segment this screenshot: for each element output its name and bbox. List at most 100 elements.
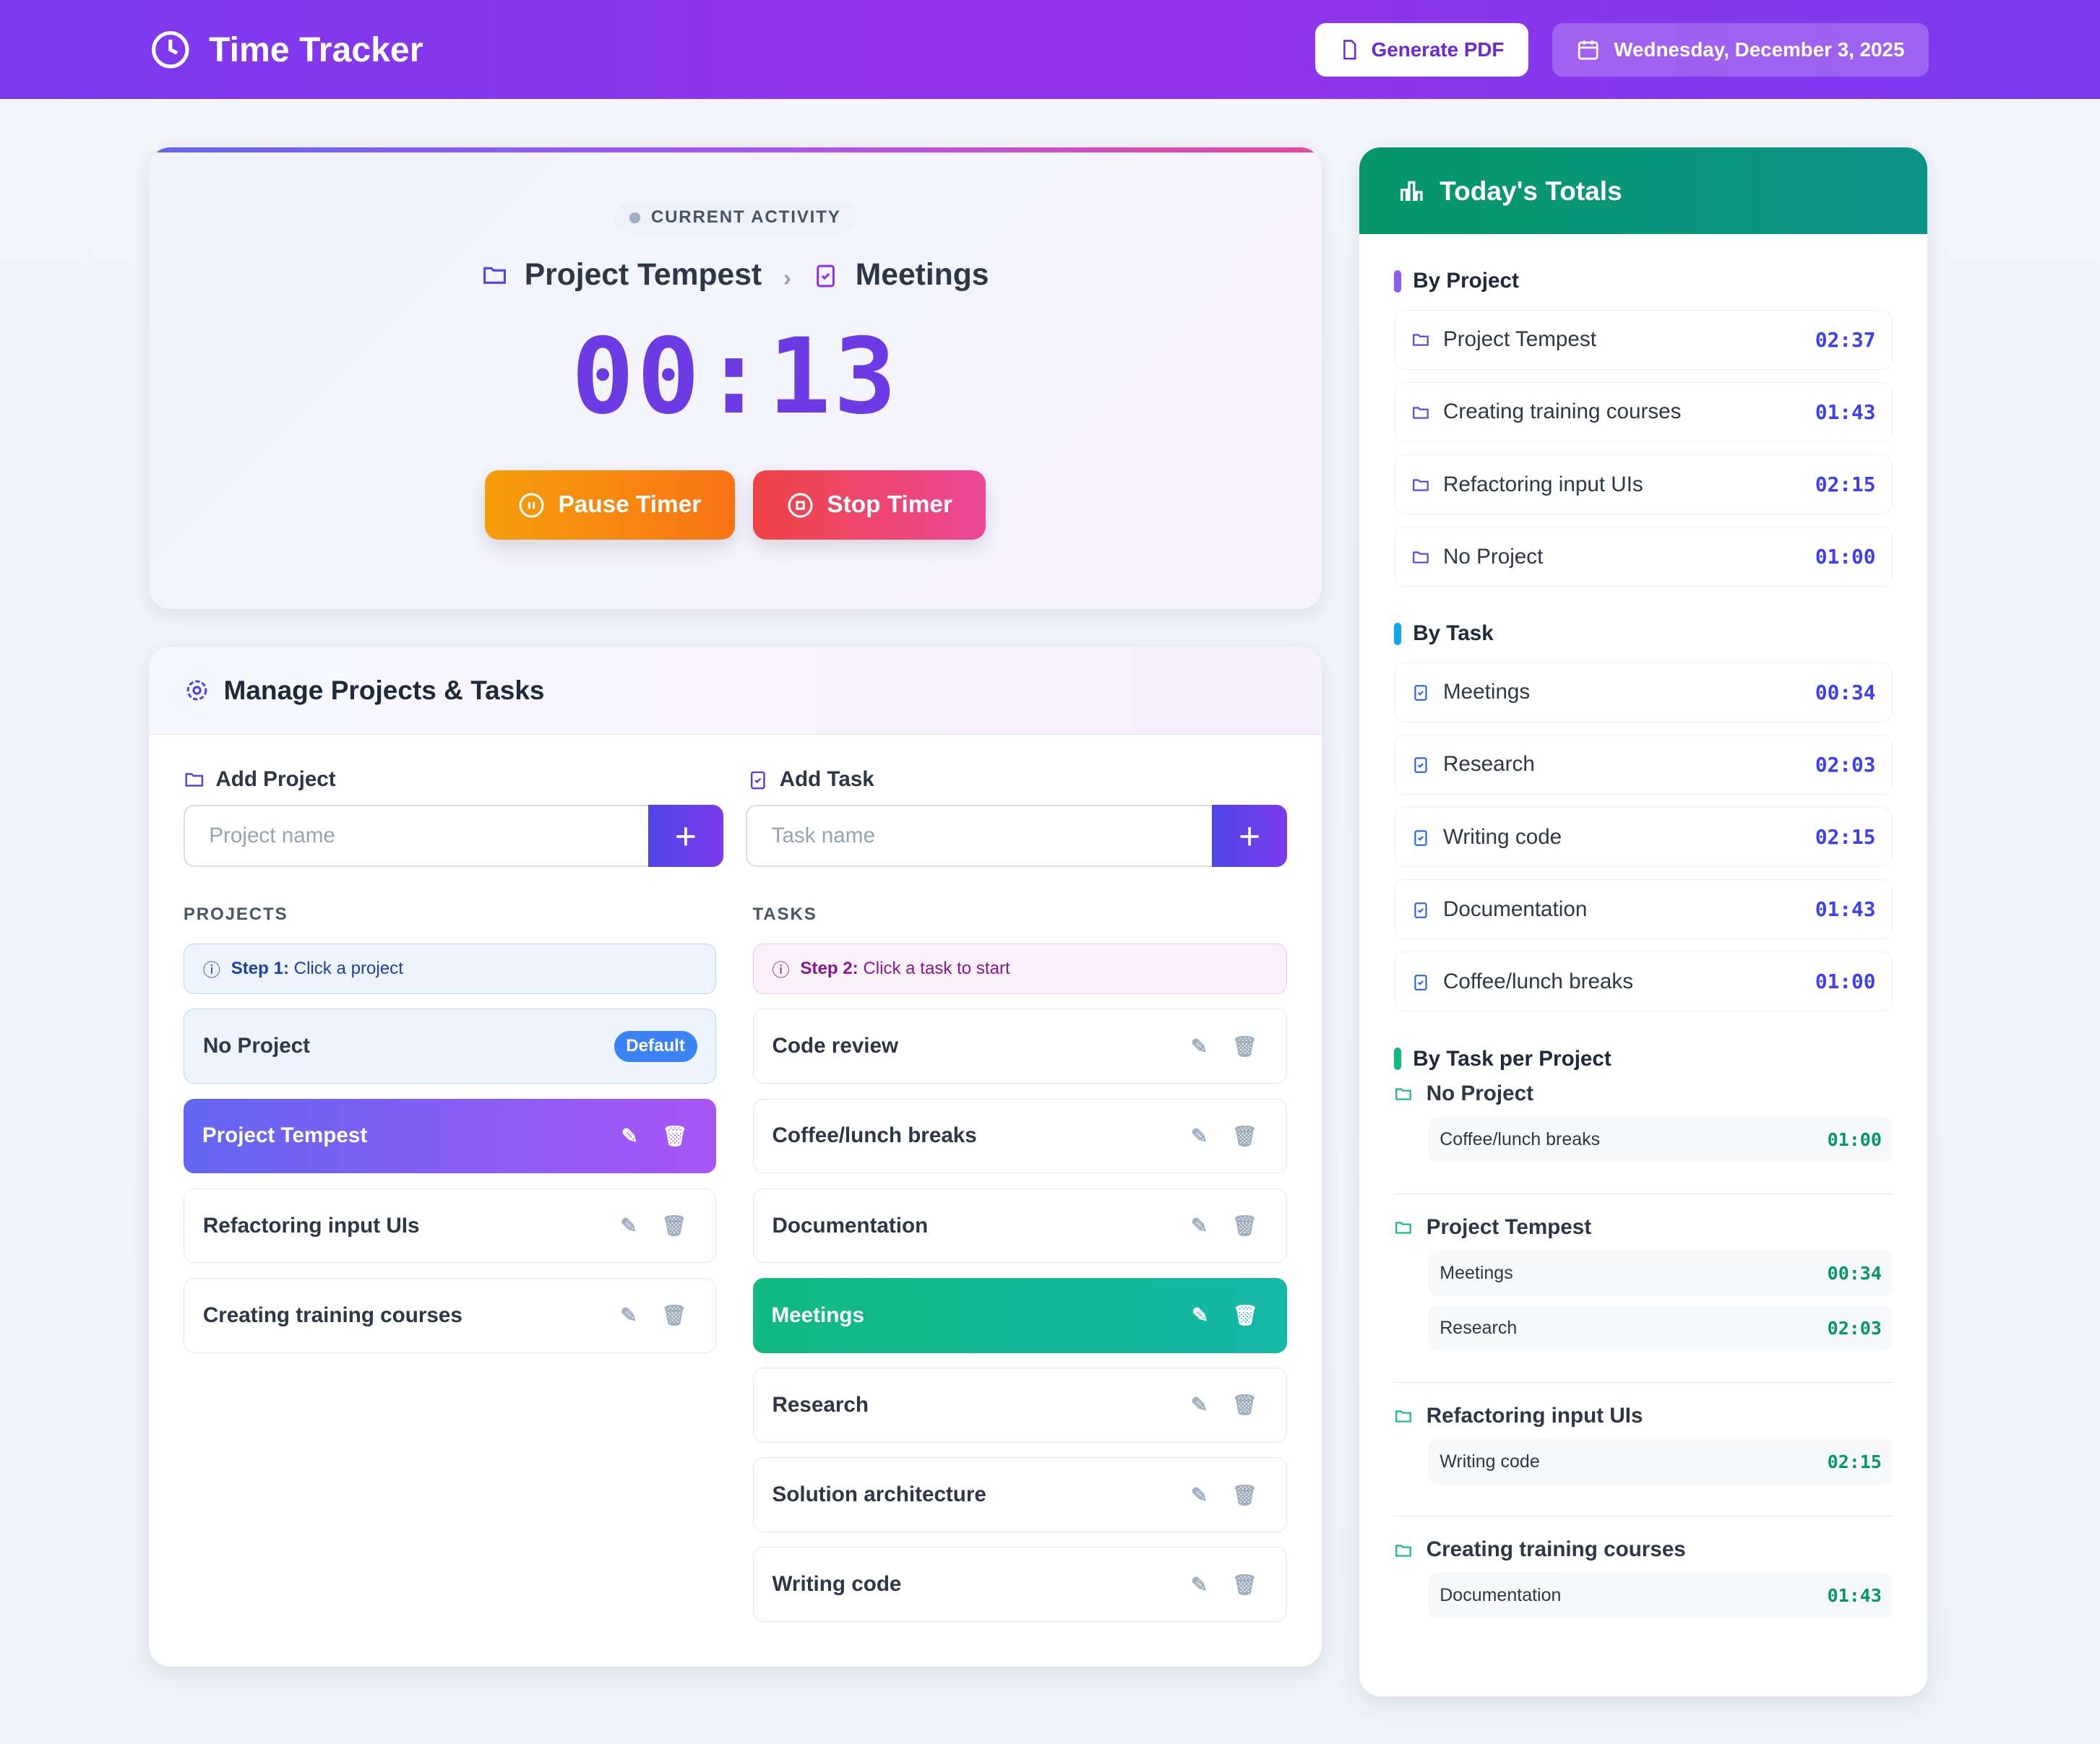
project-name: No Project [1442, 544, 1544, 569]
add-task-label: Add Task [779, 767, 874, 791]
edit-icon[interactable]: ✎ [1190, 1035, 1208, 1058]
task-time: 02:15 [1815, 825, 1876, 850]
task-item[interactable]: Meetings ✎ 🗑︎ [752, 1277, 1287, 1353]
edit-icon[interactable]: ✎ [1190, 1214, 1208, 1238]
project-group: Creating training courses Documentation 01… [1394, 1537, 1893, 1649]
trash-icon[interactable]: 🗑︎ [1231, 1394, 1258, 1417]
gear-icon [184, 677, 210, 704]
project-name: No Project [202, 1034, 311, 1058]
clipboard-icon [1411, 900, 1430, 919]
project-item[interactable]: Creating training courses ✎ 🗑︎ [183, 1277, 717, 1353]
edit-icon[interactable]: ✎ [1190, 1573, 1208, 1596]
task-item[interactable]: Writing code ✎ 🗑︎ [752, 1547, 1287, 1623]
edit-icon[interactable]: ✎ [621, 1124, 638, 1147]
project-time: 01:00 [1815, 545, 1876, 569]
project-item[interactable]: No Project Default [183, 1009, 717, 1084]
step-bold: Step 2: [800, 958, 858, 978]
folder-icon [1411, 475, 1430, 494]
pause-timer-button[interactable]: Pause Timer [484, 470, 735, 540]
status-pill: CURRENT ACTIVITY [613, 202, 857, 233]
task-name: Meetings [1442, 680, 1531, 704]
project-item[interactable]: Project Tempest ✎ 🗑︎ [183, 1098, 717, 1174]
project-total-row: Project Tempest 02:37 [1394, 309, 1893, 371]
pause-icon [518, 492, 545, 519]
task-item[interactable]: Research ✎ 🗑︎ [752, 1367, 1287, 1443]
clipboard-icon [1411, 755, 1430, 774]
group-task-time: 02:03 [1827, 1318, 1882, 1339]
group-task-row: Writing code 02:15 [1429, 1439, 1893, 1485]
trash-icon[interactable]: 🗑︎ [661, 1304, 687, 1327]
stop-label: Stop Timer [827, 491, 952, 519]
chevron-right-icon: › [783, 265, 791, 293]
edit-icon[interactable]: ✎ [620, 1304, 637, 1327]
group-task-row: Research 02:03 [1429, 1305, 1893, 1352]
task-name: Writing code [772, 1572, 902, 1597]
edit-icon[interactable]: ✎ [1191, 1304, 1209, 1327]
trash-icon[interactable]: 🗑︎ [662, 1124, 688, 1147]
group-project-name: Creating training courses [1426, 1537, 1686, 1562]
project-group: Project Tempest Meetings 00:34 Research 02:0… [1394, 1215, 1893, 1383]
edit-icon[interactable]: ✎ [1190, 1394, 1208, 1417]
trash-icon[interactable]: 🗑︎ [1231, 1124, 1258, 1147]
edit-icon[interactable]: ✎ [620, 1214, 637, 1238]
task-name: Coffee/lunch breaks [1442, 969, 1634, 993]
trash-icon[interactable]: 🗑︎ [661, 1214, 687, 1238]
edit-icon[interactable]: ✎ [1190, 1483, 1208, 1506]
project-name: Refactoring input UIs [1442, 472, 1643, 496]
group-task-name: Writing code [1440, 1451, 1540, 1472]
project-name-input[interactable] [183, 805, 648, 867]
accent-bar [148, 147, 1322, 153]
date-display: Wednesday, December 3, 2025 [1552, 22, 1929, 77]
project-item[interactable]: Refactoring input UIs ✎ 🗑︎ [183, 1188, 717, 1264]
trash-icon[interactable]: 🗑︎ [1231, 1483, 1258, 1506]
task-name: Research [1442, 752, 1535, 777]
trash-icon[interactable]: 🗑︎ [1231, 1035, 1258, 1058]
step-text: Click a project [288, 958, 403, 978]
trash-icon[interactable]: 🗑︎ [1232, 1304, 1259, 1327]
generate-pdf-button[interactable]: Generate PDF [1314, 22, 1528, 77]
task-total-row: Writing code 02:15 [1394, 806, 1893, 868]
project-time: 02:15 [1815, 472, 1876, 497]
add-task-button[interactable]: + [1212, 805, 1287, 867]
folder-icon [184, 769, 205, 790]
project-name: Creating training courses [202, 1303, 462, 1327]
edit-icon[interactable]: ✎ [1190, 1124, 1208, 1147]
current-task: Meetings [855, 257, 989, 293]
group-task-name: Documentation [1440, 1585, 1562, 1606]
task-name: Solution architecture [772, 1482, 986, 1507]
project-total-row: Refactoring input UIs 02:15 [1394, 454, 1893, 515]
status-dot [629, 212, 641, 223]
task-total-row: Research 02:03 [1394, 734, 1893, 795]
add-project-button[interactable]: + [647, 805, 723, 867]
group-project-name: No Project [1426, 1082, 1533, 1106]
stop-timer-button[interactable]: Stop Timer [753, 470, 986, 540]
folder-icon [1411, 403, 1430, 422]
task-name-input[interactable] [746, 805, 1213, 867]
project-name: Project Tempest [1442, 327, 1596, 352]
task-step-hint: ⓘ Step 2: Click a task to start [752, 943, 1287, 994]
task-item[interactable]: Coffee/lunch breaks ✎ 🗑︎ [752, 1098, 1287, 1174]
current-project: Project Tempest [524, 257, 762, 293]
project-name: Project Tempest [202, 1123, 368, 1148]
trash-icon[interactable]: 🗑︎ [1231, 1214, 1258, 1238]
group-task-time: 02:15 [1827, 1451, 1882, 1473]
group-task-row: Meetings 00:34 [1429, 1251, 1893, 1297]
add-project-label: Add Project [215, 767, 336, 791]
pause-label: Pause Timer [558, 491, 702, 519]
date-text: Wednesday, December 3, 2025 [1614, 38, 1905, 61]
file-icon [1339, 39, 1361, 61]
project-total-row: Creating training courses 01:43 [1394, 381, 1893, 443]
elapsed-time: 00:13 [571, 316, 900, 439]
task-name: Documentation [1442, 897, 1588, 921]
task-item[interactable]: Solution architecture ✎ 🗑︎ [752, 1457, 1287, 1532]
task-item[interactable]: Code review ✎ 🗑︎ [752, 1009, 1287, 1084]
project-step-hint: ⓘ Step 1: Click a project [183, 943, 717, 994]
task-total-row: Documentation 01:43 [1394, 879, 1893, 940]
project-total-row: No Project 01:00 [1394, 526, 1893, 587]
accent-marker [1394, 1047, 1401, 1071]
task-item[interactable]: Documentation ✎ 🗑︎ [752, 1188, 1287, 1264]
trash-icon[interactable]: 🗑︎ [1231, 1573, 1258, 1596]
plus-icon: + [1238, 815, 1261, 858]
clipboard-icon [1411, 972, 1430, 991]
group-task-name: Research [1440, 1318, 1518, 1339]
